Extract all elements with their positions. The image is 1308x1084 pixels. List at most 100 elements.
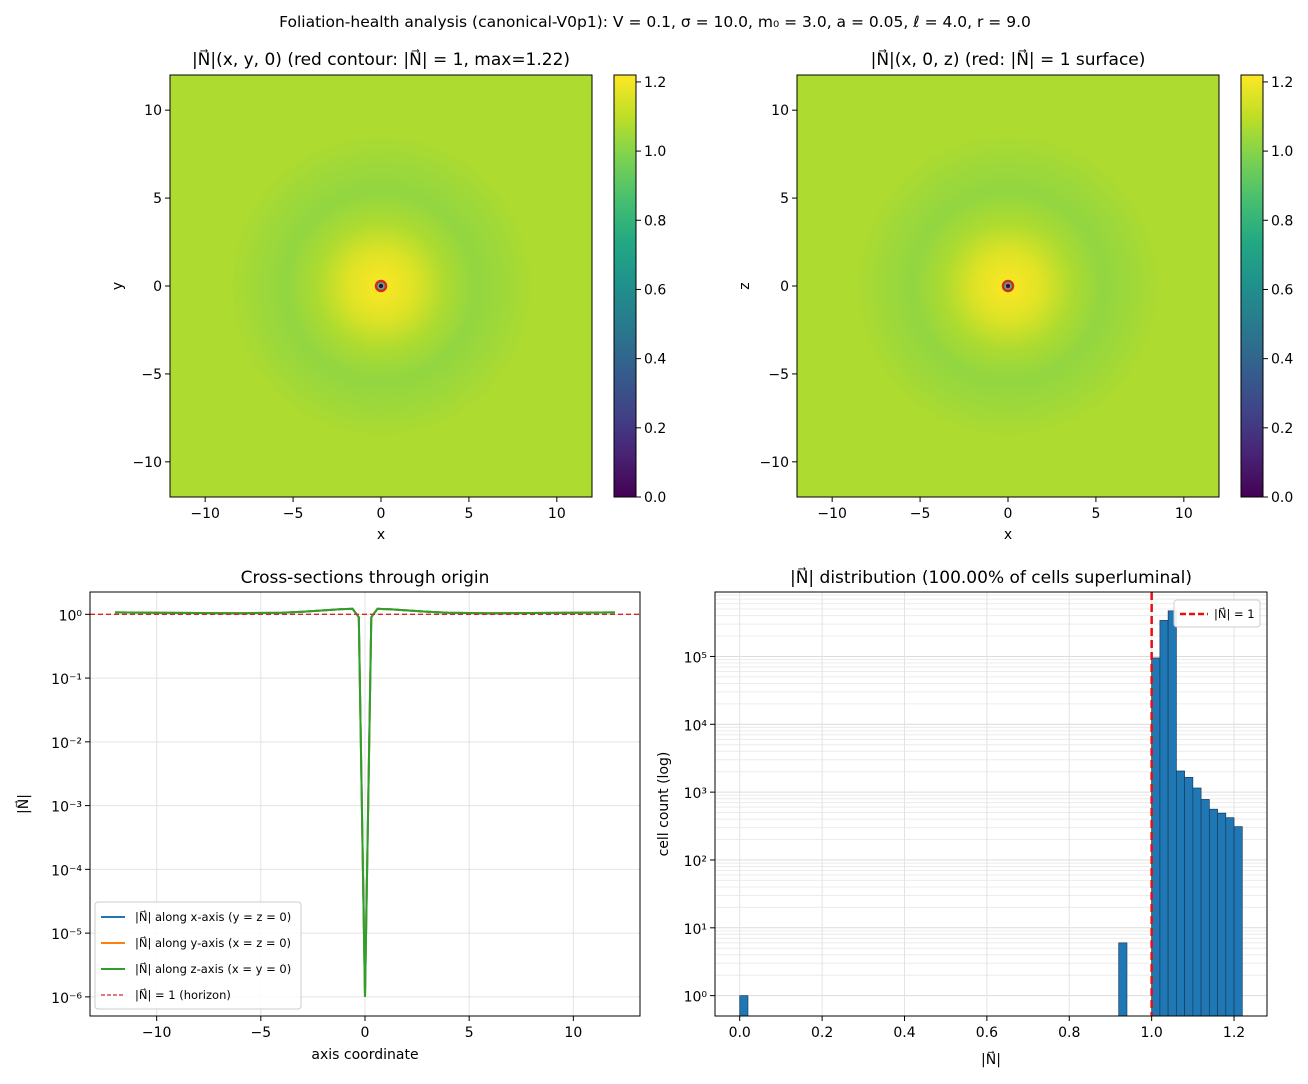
y-tick-label: 10⁻¹ xyxy=(51,672,82,688)
histogram-bar xyxy=(1233,826,1243,1017)
y-tick-label: 0 xyxy=(780,279,789,295)
colorbar-tick-label: 0.0 xyxy=(644,490,666,506)
panel-title: |N⃗|(x, y, 0) (red contour: |N⃗| = 1, ma… xyxy=(192,48,570,70)
histogram-bar xyxy=(1176,770,1185,1017)
legend-box xyxy=(1173,599,1261,628)
y-axis-label: cell count (log) xyxy=(656,752,672,857)
x-axis-label: x xyxy=(377,527,385,543)
x-tick-label: 0 xyxy=(377,506,386,522)
legend-label-3: |N⃗| = 1 (horizon) xyxy=(135,988,231,1002)
x-tick-label: 5 xyxy=(465,1025,474,1041)
y-tick-label: 10⁵ xyxy=(684,650,707,666)
x-tick-label: −5 xyxy=(283,506,304,522)
colorbar-tick-label: 0.6 xyxy=(1271,282,1293,298)
panel-title: |N⃗|(x, 0, z) (red: |N⃗| = 1 surface) xyxy=(871,48,1146,70)
histogram-bar xyxy=(1159,620,1169,1017)
colorbar xyxy=(613,74,637,498)
histogram-bar xyxy=(1225,817,1235,1017)
colorbar-tick-label: 1.2 xyxy=(644,75,666,91)
panel-cross-sections: −10 −5 0 5 10 10⁰ 10⁻¹ 10⁻² 10⁻³ 10⁻⁴ 10⁻⁵ 10⁻⁶ Cros… xyxy=(14,568,641,1063)
histogram-bar xyxy=(1118,942,1128,1017)
histogram-bar xyxy=(1184,777,1194,1017)
x-tick-label: 0 xyxy=(361,1025,370,1041)
x-tick-label: 0.8 xyxy=(1058,1025,1080,1041)
plot-area xyxy=(90,607,640,997)
colorbar-tick-label: 0.4 xyxy=(1271,352,1293,368)
x-tick-label: 0 xyxy=(1004,506,1013,522)
colorbar-tick-label: 0.8 xyxy=(1271,213,1293,229)
y-tick-label: 10⁻² xyxy=(51,736,82,752)
plot-frame xyxy=(714,591,1268,1017)
y-tick-label: 10⁰ xyxy=(684,990,708,1006)
heatmap-core xyxy=(378,283,384,289)
histogram-bar xyxy=(1192,787,1202,1017)
y-tick-label: 10⁻³ xyxy=(51,800,82,816)
y-tick-label: 10⁻⁴ xyxy=(51,863,82,879)
y-tick-label: 10⁻⁵ xyxy=(51,927,82,943)
heatmap-core xyxy=(1005,283,1011,289)
y-tick-label: 10 xyxy=(771,103,789,119)
y-tick-label: −5 xyxy=(141,367,162,383)
legend-box xyxy=(94,901,302,1010)
y-tick-label: 5 xyxy=(780,191,789,207)
y-axis-label: |N⃗| xyxy=(14,794,32,814)
colorbar-tick-label: 0.4 xyxy=(644,352,666,368)
y-tick-label: −5 xyxy=(768,367,789,383)
x-tick-label: 5 xyxy=(1091,506,1100,522)
colorbar-tick-label: 0.2 xyxy=(644,421,666,437)
panel-xz-heatmap: −10 −5 0 5 10 −10 −5 0 5 10 |N⃗|(x, 0, z) (red: |N… xyxy=(737,48,1293,543)
x-tick-label: −5 xyxy=(910,506,931,522)
y-tick-label: 10¹ xyxy=(684,922,707,938)
colorbar-tick-label: 0.6 xyxy=(644,282,666,298)
legend-label-0: |N⃗| along x-axis (y = z = 0) xyxy=(135,910,291,924)
y-tick-label: 10⁴ xyxy=(684,718,708,734)
histogram-bar xyxy=(1167,610,1177,1017)
panel-histogram: 0.0 0.2 0.4 0.6 0.8 1.0 1.2 10⁰ 10¹ 10² 10³ 10⁴ 10⁵ |… xyxy=(656,566,1268,1068)
x-axis-label: |N⃗| xyxy=(981,1050,1001,1068)
histogram-bar xyxy=(1217,812,1227,1017)
x-axis-label: x xyxy=(1004,527,1012,543)
histogram-bar xyxy=(1200,799,1210,1017)
y-tick-label: 0 xyxy=(153,279,162,295)
contour-line-n1 xyxy=(1001,279,1015,293)
x-tick-label: −5 xyxy=(251,1025,272,1041)
colorbar-tick-label: 0.0 xyxy=(1271,490,1293,506)
y-tick-label: 10² xyxy=(684,854,707,870)
x-axis-label: axis coordinate xyxy=(311,1047,418,1063)
x-tick-label: −10 xyxy=(190,506,220,522)
y-axis-label: y xyxy=(110,282,126,290)
x-tick-label: 10 xyxy=(1175,506,1193,522)
colorbar-tick-label: 0.8 xyxy=(644,213,666,229)
x-tick-label: 5 xyxy=(464,506,473,522)
y-tick-label: −10 xyxy=(759,455,789,471)
x-tick-label: 10 xyxy=(564,1025,582,1041)
histogram-bar xyxy=(1208,808,1218,1017)
legend-label-1: |N⃗| along y-axis (x = z = 0) xyxy=(135,936,291,950)
contour-line-n1 xyxy=(374,279,388,293)
x-tick-label: 1.0 xyxy=(1141,1025,1163,1041)
y-tick-label: 10³ xyxy=(684,786,707,802)
y-tick-label: 10⁻⁶ xyxy=(51,991,82,1007)
panel-title: |N⃗| distribution (100.00% of cells supe… xyxy=(790,566,1192,588)
panel-title: Cross-sections through origin xyxy=(241,568,490,588)
x-tick-label: 0.2 xyxy=(811,1025,833,1041)
colorbar-tick-label: 1.2 xyxy=(1271,75,1293,91)
y-tick-label: 10 xyxy=(144,103,162,119)
y-tick-label: 5 xyxy=(153,191,162,207)
x-tick-label: 10 xyxy=(548,506,566,522)
legend-label: |N⃗| = 1 xyxy=(1214,607,1255,621)
histogram-bar xyxy=(739,995,749,1017)
panel-xy-heatmap: −10 −5 0 5 10 −10 −5 0 5 10 |N⃗|(x, y, 0) (red con… xyxy=(110,48,666,543)
x-tick-label: 1.2 xyxy=(1223,1025,1245,1041)
colorbar xyxy=(1240,74,1264,498)
y-tick-label: −10 xyxy=(132,455,162,471)
colorbar-tick-label: 0.2 xyxy=(1271,421,1293,437)
x-tick-label: −10 xyxy=(142,1025,172,1041)
x-tick-label: 0.0 xyxy=(729,1025,751,1041)
y-tick-label: 10⁰ xyxy=(59,608,83,624)
colorbar-tick-label: 1.0 xyxy=(1271,144,1293,160)
colorbar-tick-label: 1.0 xyxy=(644,144,666,160)
x-tick-label: 0.4 xyxy=(893,1025,915,1041)
series-line-2 xyxy=(114,607,616,997)
